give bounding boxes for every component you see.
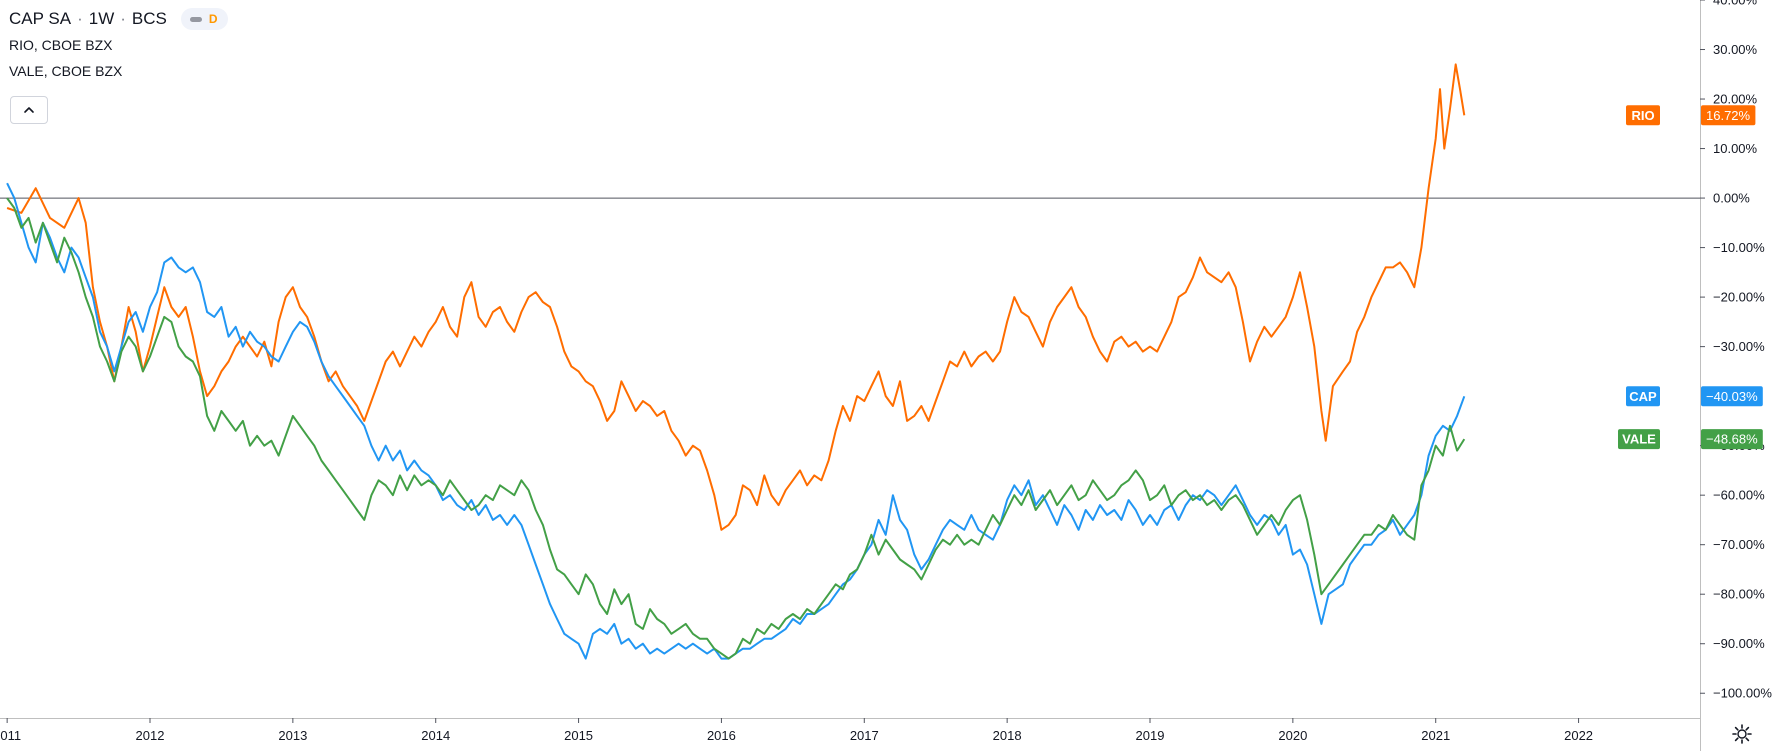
x-tick-label: 2020 (1278, 728, 1307, 743)
legend-separator: · (120, 9, 126, 28)
x-tick-label: 2012 (136, 728, 165, 743)
last-value-tag-text-vale: −48.68% (1706, 432, 1758, 447)
y-tick-label: −70.00% (1713, 537, 1765, 552)
y-tick-label: −20.00% (1713, 290, 1765, 305)
last-name-tag-cap (1626, 386, 1660, 407)
x-tick-label: 2014 (421, 728, 450, 743)
y-tick-label: −80.00% (1713, 587, 1765, 602)
gear-icon (1732, 724, 1752, 744)
last-value-tag-text-cap: −40.03% (1706, 389, 1758, 404)
legend-compare-rio-label: RIO, CBOE BZX (9, 37, 113, 53)
last-name-tag-text-cap: CAP (1629, 389, 1657, 404)
series-line-cap[interactable] (6, 182, 1466, 660)
y-tick-label: −30.00% (1713, 339, 1765, 354)
collapse-legend-button[interactable] (10, 96, 48, 124)
legend-compare-rio[interactable]: RIO, CBOE BZX (9, 32, 228, 58)
x-tick-label: 2017 (850, 728, 879, 743)
y-tick-label: −10.00% (1713, 240, 1765, 255)
market-status-badge[interactable]: D (180, 8, 228, 30)
legend-exchange: BCS (131, 9, 167, 28)
y-tick-label: 40.00% (1713, 0, 1758, 8)
x-tick-label: 2013 (278, 728, 307, 743)
x-tick-label: 2021 (1421, 728, 1450, 743)
last-value-tag-text-rio: 16.72% (1706, 108, 1751, 123)
last-value-tag-vale (1701, 429, 1763, 450)
last-name-tag-text-vale: VALE (1622, 432, 1656, 447)
legend-interval: 1W (88, 9, 115, 28)
series-line-rio[interactable] (6, 63, 1466, 531)
last-value-tag-cap (1701, 386, 1763, 407)
x-tick-label: 2019 (1136, 728, 1165, 743)
y-tick-label: −90.00% (1713, 636, 1765, 651)
x-tick-label: 2015 (564, 728, 593, 743)
y-tick-label: 10.00% (1713, 141, 1758, 156)
series-group (6, 63, 1466, 660)
last-value-labels: RIO 16.72% CAP −40.03% VALE −48.68% (1618, 105, 1763, 450)
status-badge-label: D (208, 12, 218, 26)
x-tick-label: 2018 (993, 728, 1022, 743)
x-tick-label: 2022 (1564, 728, 1593, 743)
legend-symbol: CAP SA (9, 9, 72, 28)
last-name-tag-rio (1626, 105, 1660, 126)
x-tick-label: 2016 (707, 728, 736, 743)
legend-main-row[interactable]: CAP SA · 1W · BCS D (9, 6, 228, 32)
y-tick-label: −100.00% (1713, 686, 1772, 701)
x-tick-label: 2011 (0, 728, 21, 743)
chart-legend: CAP SA · 1W · BCS D RIO, CBOE BZX VALE, … (9, 6, 228, 84)
legend-compare-vale-label: VALE, CBOE BZX (9, 63, 123, 79)
y-tick-label: 0.00% (1713, 191, 1750, 206)
y-tick-label: 30.00% (1713, 42, 1758, 57)
series-line-vale[interactable] (6, 197, 1466, 660)
last-name-tag-text-rio: RIO (1631, 108, 1654, 123)
y-tick-label: 20.00% (1713, 92, 1758, 107)
chart-settings-button[interactable] (1730, 722, 1754, 746)
status-dash-icon (189, 16, 202, 22)
legend-separator: · (77, 9, 83, 28)
last-value-tag-rio (1701, 105, 1756, 126)
y-tick-label: −60.00% (1713, 488, 1765, 503)
last-name-tag-vale (1618, 429, 1660, 450)
chevron-up-icon (24, 107, 34, 113)
legend-compare-vale[interactable]: VALE, CBOE BZX (9, 58, 228, 84)
